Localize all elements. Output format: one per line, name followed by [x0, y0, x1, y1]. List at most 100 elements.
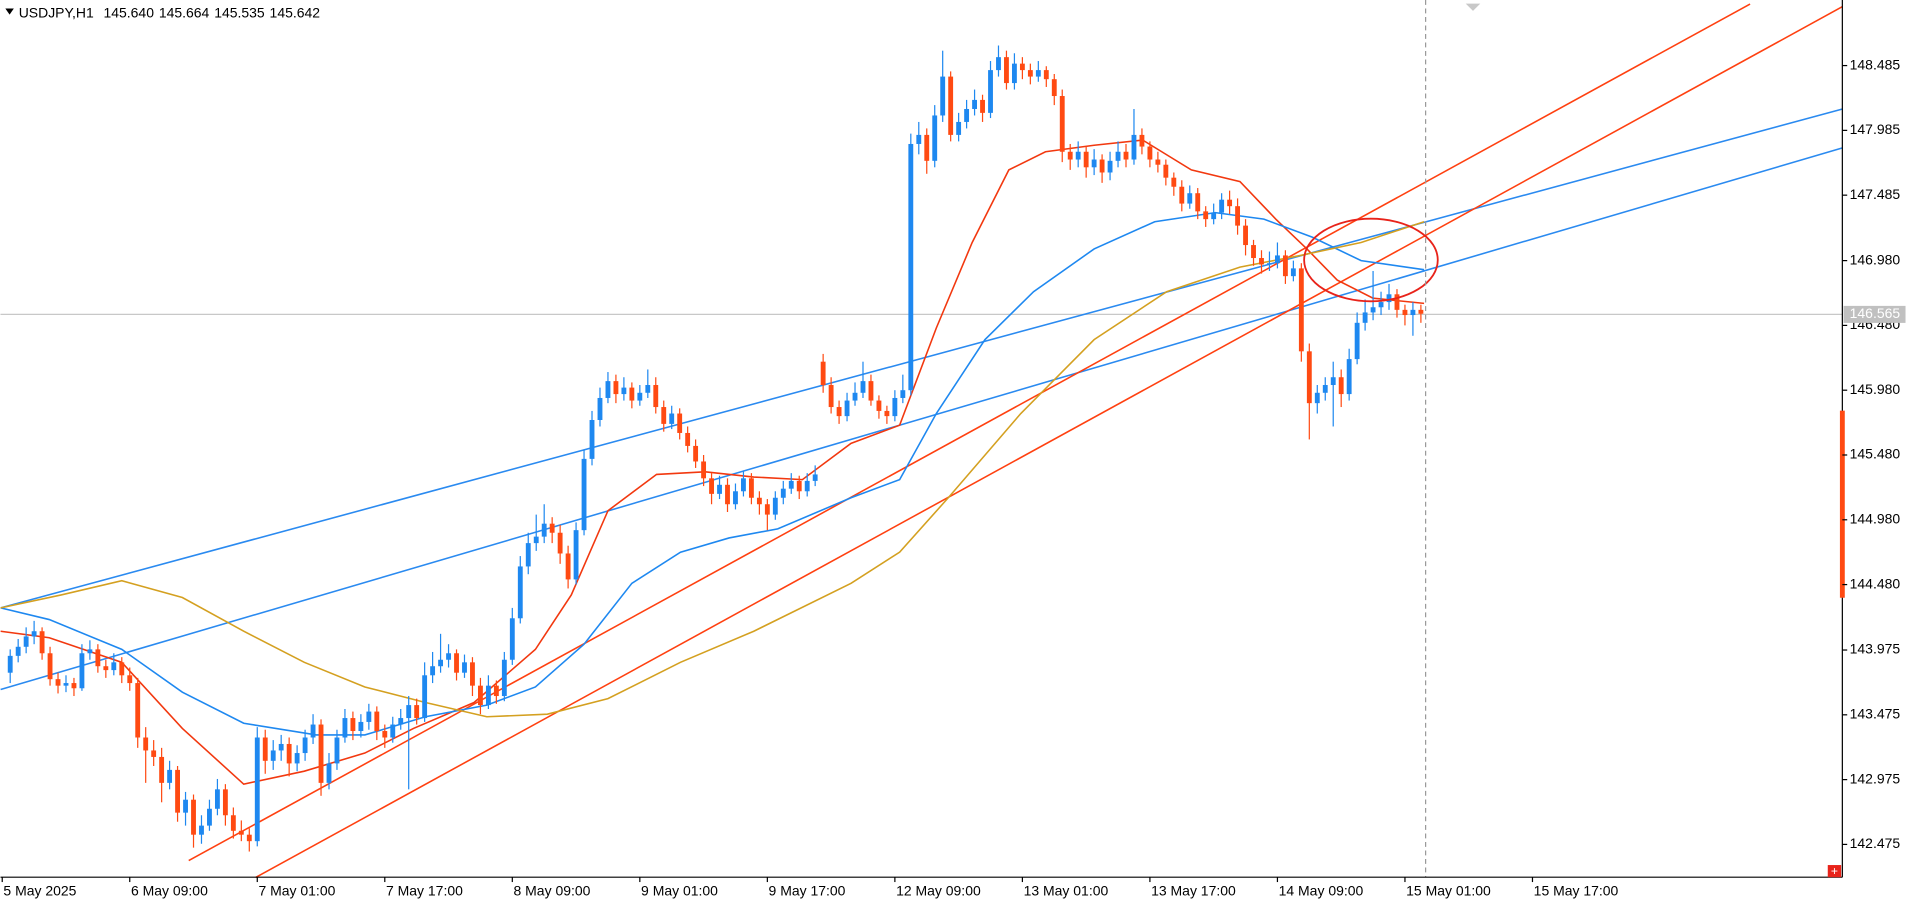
candle-body: [1306, 351, 1312, 404]
candle-body: [1370, 307, 1376, 313]
candle-body: [1282, 255, 1288, 277]
candle-body: [820, 361, 826, 386]
axes-layer: 148.485147.985147.485146.980146.480145.9…: [1, 56, 1906, 898]
candle-body: [501, 659, 507, 697]
candle-body: [645, 385, 651, 393]
trendline: [188, 3, 1751, 862]
candle-body: [1219, 199, 1225, 213]
quote: 145.535: [214, 4, 265, 20]
candle-body: [940, 76, 946, 116]
candle-body: [1075, 151, 1081, 160]
candle-body: [374, 711, 380, 732]
candle-body: [517, 566, 523, 619]
candle-body: [589, 420, 595, 459]
candle-body: [685, 432, 691, 446]
side-indicator: [1839, 410, 1845, 598]
current-price-label: 146.565: [1850, 305, 1901, 321]
candle-body: [1043, 70, 1049, 80]
candle-body: [1131, 134, 1137, 160]
candle-body: [310, 724, 316, 738]
candle-body: [230, 815, 236, 831]
candle-body: [358, 721, 364, 732]
candle-body: [1338, 377, 1344, 395]
candle-body: [382, 731, 388, 738]
candle-body: [350, 718, 356, 732]
x-tick-label: 7 May 17:00: [386, 882, 463, 898]
candle-body: [541, 523, 547, 537]
candle-body: [390, 724, 396, 738]
candle-body: [1211, 212, 1217, 220]
candle-body: [581, 458, 587, 531]
candle-body: [175, 769, 181, 813]
candle-body: [1147, 146, 1153, 160]
candle-body: [1139, 134, 1145, 147]
candle-body: [127, 675, 133, 684]
candle-body: [629, 387, 635, 401]
candle-body: [1267, 263, 1272, 265]
x-tick-label: 6 May 09:00: [131, 882, 208, 898]
candle-body: [31, 631, 37, 637]
candle-body: [717, 484, 722, 494]
x-tick-label: 7 May 01:00: [258, 882, 335, 898]
candle-body: [932, 115, 938, 161]
moving-average: [0, 139, 1425, 786]
candle-body: [605, 381, 611, 398]
candle-body: [661, 407, 667, 424]
shift-marker: [1465, 3, 1481, 11]
candle-body: [159, 756, 165, 783]
candle-body: [55, 679, 61, 686]
candle-body: [653, 385, 659, 408]
moving-average: [0, 211, 1425, 736]
expand-button[interactable]: [1827, 865, 1842, 878]
candle-body: [1346, 359, 1352, 395]
candle-body: [191, 799, 196, 835]
candle-body: [1035, 70, 1041, 77]
candle-body: [613, 381, 619, 395]
candle-body: [621, 387, 627, 395]
x-tick-label: 13 May 01:00: [1024, 882, 1109, 898]
candle-body: [1083, 151, 1089, 168]
candle-body: [1163, 164, 1169, 178]
header: USDJPY,H1 145.640 145.664 145.535 145.642: [19, 4, 321, 20]
candle-body: [533, 536, 539, 544]
candle-body: [493, 685, 499, 697]
trendline: [0, 147, 1843, 691]
candle-body: [246, 834, 252, 842]
candles-layer: [7, 45, 1424, 852]
candle-body: [669, 413, 675, 424]
candle-body: [1227, 199, 1233, 207]
candle-body: [151, 750, 157, 757]
y-tick-label: 144.980: [1850, 510, 1901, 526]
candle-body: [741, 478, 746, 492]
candle-body: [1179, 186, 1185, 204]
candle-body: [1402, 309, 1408, 316]
candle-body: [916, 134, 922, 144]
symbol: USDJPY,H1: [19, 4, 94, 20]
candle-body: [398, 718, 404, 725]
candle-body: [262, 737, 268, 761]
candle-body: [852, 392, 858, 401]
highlight-ellipse: [1303, 217, 1439, 303]
candle-body: [764, 504, 770, 515]
candle-body: [709, 478, 714, 494]
candle-body: [1243, 225, 1248, 246]
candle-body: [214, 789, 220, 809]
y-tick-label: 145.980: [1850, 381, 1901, 397]
candle-body: [509, 618, 515, 660]
candle-body: [318, 724, 324, 783]
candle-body: [1123, 151, 1129, 160]
candle-body: [342, 718, 348, 738]
candle-body: [1091, 159, 1097, 168]
candle-body: [908, 143, 914, 391]
candle-body: [1067, 151, 1073, 160]
candle-body: [924, 134, 930, 161]
candle-body: [964, 108, 970, 122]
candle-body: [183, 799, 188, 813]
candle-body: [47, 653, 53, 680]
x-tick-label: 15 May 17:00: [1534, 882, 1619, 898]
menu-triangle[interactable]: [5, 8, 14, 15]
candle-body: [980, 99, 985, 113]
candle-body: [119, 662, 125, 676]
candle-body: [414, 705, 420, 719]
